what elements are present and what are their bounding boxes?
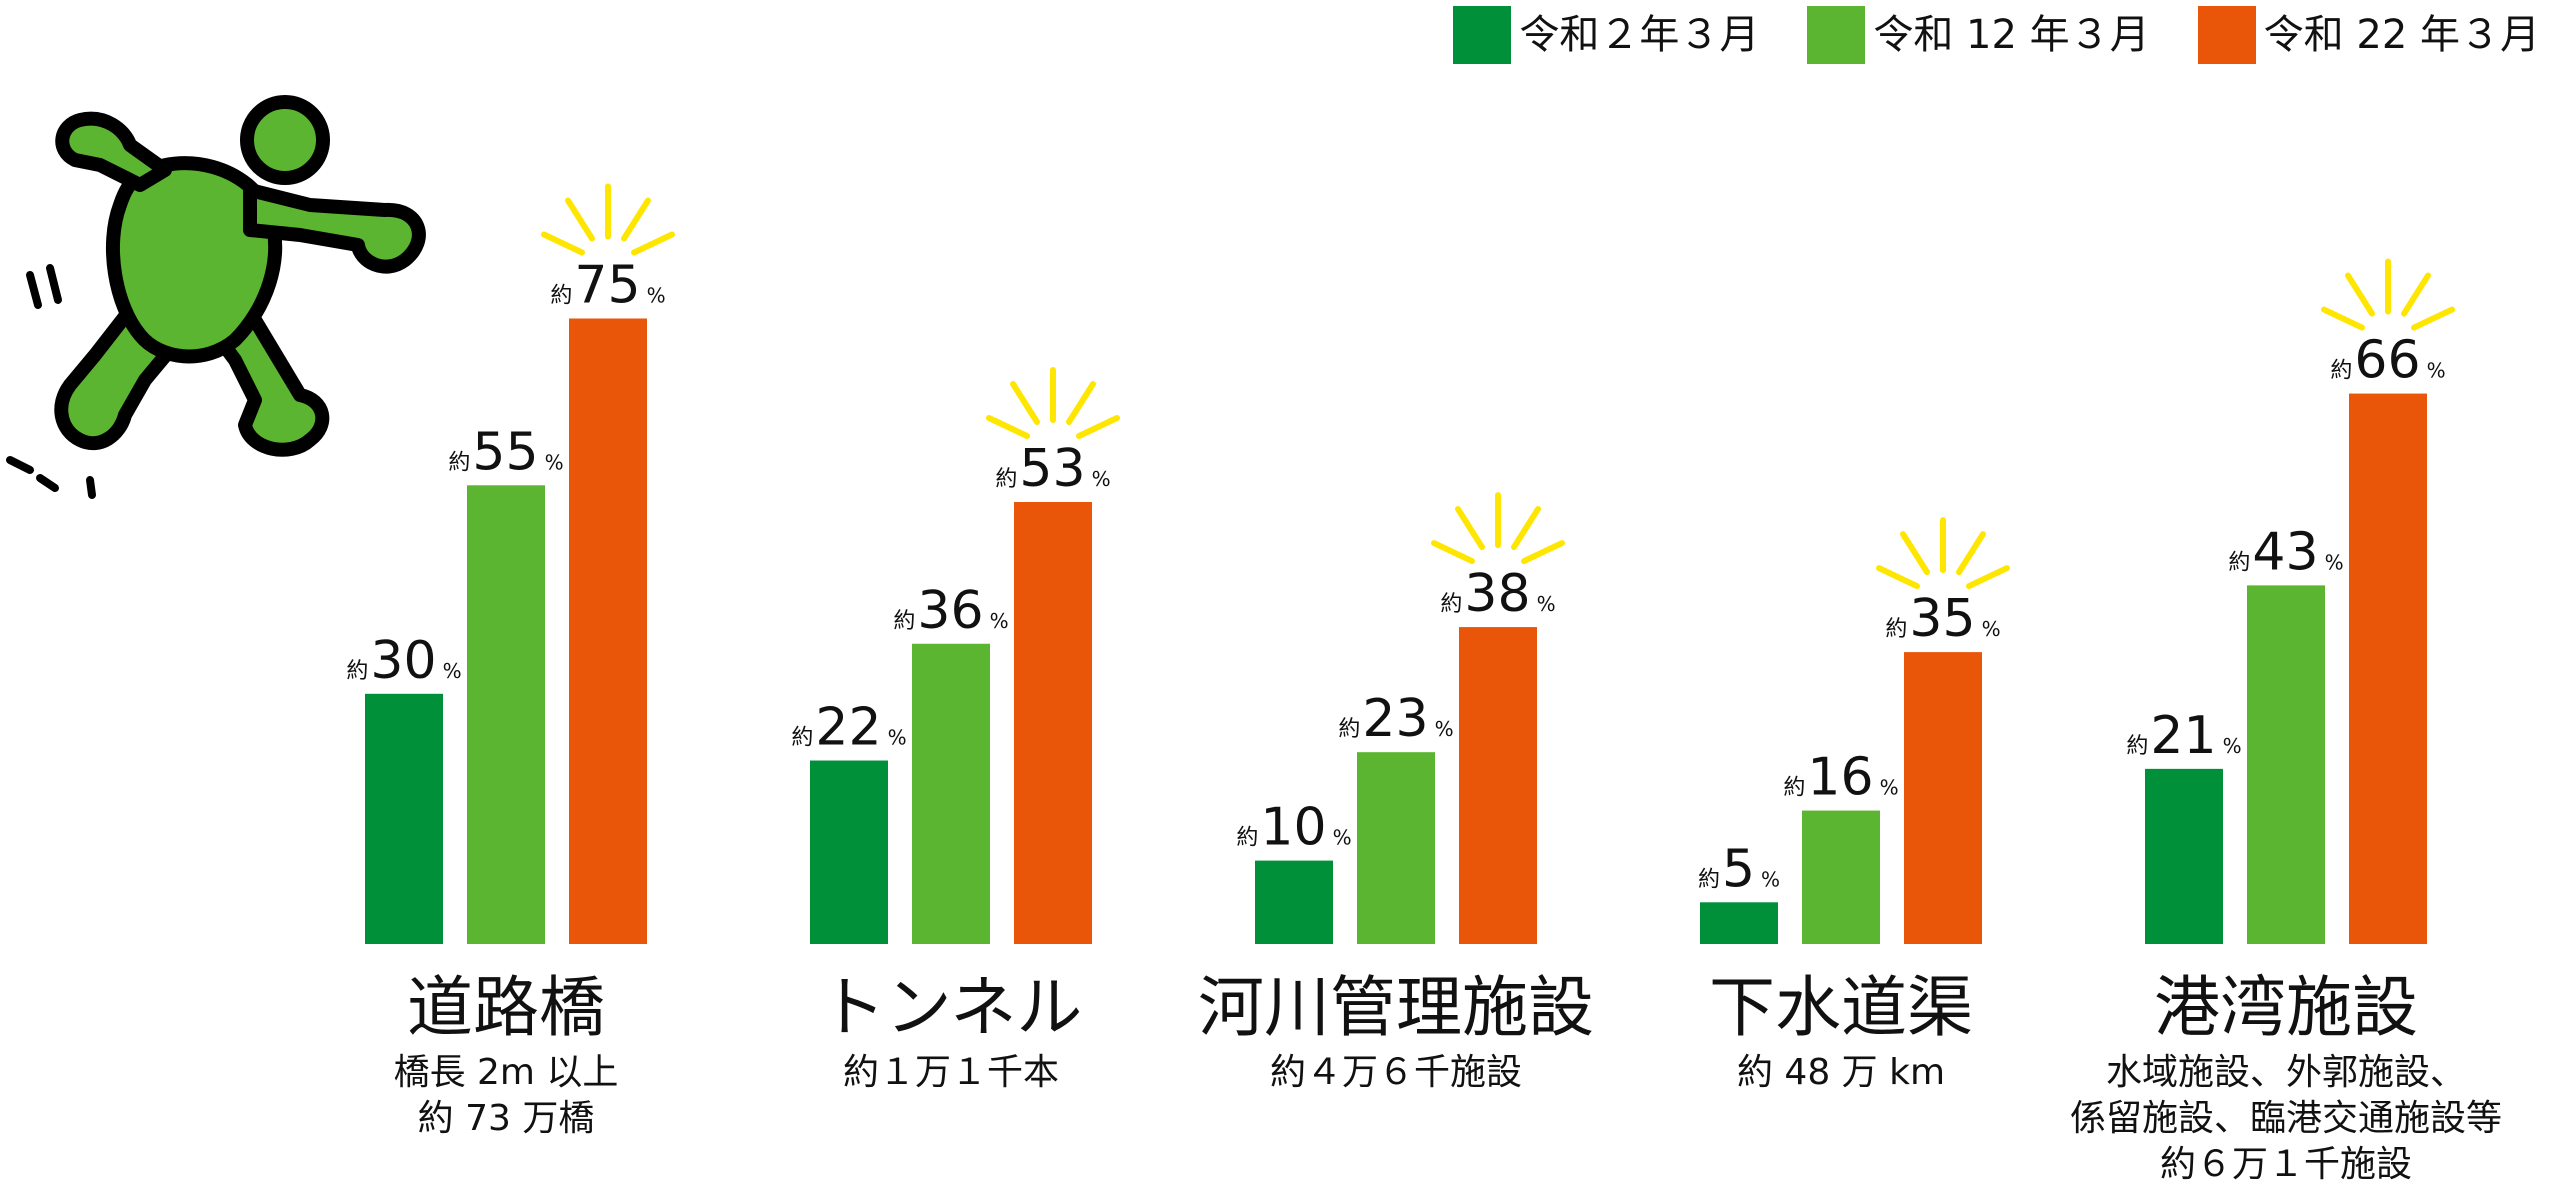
legend-item-series-1: 令和２年３月 [1453, 6, 1759, 64]
value-label-1-1: 約30% [346, 631, 461, 691]
bar-3-3 [1459, 627, 1537, 944]
highlight-ray-2-3 [1010, 380, 1040, 425]
highlight-ray-1-3 [565, 197, 595, 242]
category-detail-5-2: 係留施設、臨港交通施設等 [2070, 1098, 2502, 1139]
value-label-3-2: 約23% [1338, 689, 1453, 749]
category-detail-2-1: 約１万１千本 [843, 1052, 1059, 1093]
value-label-2-1: 約22% [791, 698, 906, 758]
bar-5-3 [2349, 393, 2427, 944]
highlight-ray-3-5 [1431, 540, 1475, 565]
legend: 令和２年３月 令和 12 年３月 令和 22 年３月 [1453, 0, 2560, 70]
value-label-5-2: 約43% [2228, 522, 2343, 582]
legend-label-series-2: 令和 12 年３月 [1873, 12, 2150, 58]
mascot-figure [6, 95, 426, 499]
category-detail-1-1: 橋長 2m 以上 [394, 1052, 619, 1093]
bar-4-1 [1700, 902, 1778, 944]
bar-5-2 [2247, 585, 2325, 944]
legend-swatch-series-1 [1453, 6, 1512, 64]
highlight-ray-4-4 [1966, 565, 2010, 590]
value-label-4-1: 約5% [1698, 839, 1780, 899]
category-detail-5-3: 約６万１千施設 [2160, 1144, 2412, 1185]
category-label-2: トンネル [820, 969, 1083, 1046]
value-label-3-3: 約38% [1440, 564, 1555, 624]
bar-4-3 [1904, 652, 1982, 944]
highlight-ray-3-3 [1455, 506, 1485, 551]
highlight-ray-1-2 [621, 197, 651, 242]
value-label-5-1: 約21% [2126, 706, 2241, 766]
category-label-1: 道路橋 [407, 969, 605, 1046]
value-label-3-1: 約10% [1236, 798, 1351, 858]
highlight-ray-2-5 [986, 414, 1030, 439]
bar-2-2 [912, 643, 990, 944]
bar-1-3 [569, 318, 647, 944]
category-label-4: 下水道渠 [1709, 969, 1973, 1046]
legend-swatch-series-3 [2197, 6, 2256, 64]
highlight-ray-1-5 [541, 231, 585, 256]
highlight-ray-2-2 [1066, 380, 1096, 425]
bars-layer [365, 318, 2427, 944]
legend-label-series-1: 令和２年３月 [1519, 12, 1760, 58]
category-label-5: 港湾施設 [2154, 969, 2418, 1046]
category-detail-1-2: 約 73 万橋 [418, 1098, 595, 1139]
value-label-2-3: 約53% [995, 439, 1110, 499]
legend-label-series-3: 令和 22 年３月 [2263, 12, 2540, 58]
value-label-1-2: 約55% [448, 422, 563, 482]
highlight-ray-4-2 [1956, 531, 1986, 576]
highlight-ray-3-2 [1511, 506, 1541, 551]
legend-item-series-2: 令和 12 年３月 [1807, 6, 2150, 64]
highlight-ray-4-3 [1900, 531, 1930, 576]
highlight-ray-5-2 [2401, 272, 2431, 317]
highlight-ray-3-4 [1521, 540, 1565, 565]
bar-1-1 [365, 693, 443, 944]
bar-4-2 [1802, 810, 1880, 944]
value-label-1-3: 約75% [550, 256, 665, 316]
bar-2-1 [810, 760, 888, 944]
highlight-ray-5-4 [2411, 306, 2455, 331]
category-detail-3-1: 約４万６千施設 [1270, 1052, 1522, 1093]
bar-5-1 [2145, 768, 2223, 944]
bar-2-3 [1014, 501, 1092, 944]
category-detail-5-1: 水域施設、外郭施設、 [2106, 1052, 2466, 1093]
value-label-2-2: 約36% [893, 581, 1008, 641]
value-label-5-3: 約66% [2330, 331, 2445, 391]
highlight-ray-2-4 [1076, 414, 1120, 439]
legend-item-series-3: 令和 22 年３月 [2197, 6, 2540, 64]
bar-1-2 [467, 485, 545, 944]
highlight-ray-5-3 [2345, 272, 2375, 317]
legend-swatch-series-2 [1807, 6, 1866, 64]
category-label-3: 河川管理施設 [1198, 969, 1594, 1046]
highlight-ray-5-5 [2321, 306, 2365, 331]
category-detail-4-1: 約 48 万 km [1737, 1052, 1945, 1093]
bar-3-2 [1357, 752, 1435, 944]
highlight-ray-1-4 [631, 231, 675, 256]
value-label-4-3: 約35% [1885, 589, 2000, 649]
bar-3-1 [1255, 860, 1333, 944]
highlight-ray-4-5 [1876, 565, 1920, 590]
value-label-4-2: 約16% [1783, 748, 1898, 808]
